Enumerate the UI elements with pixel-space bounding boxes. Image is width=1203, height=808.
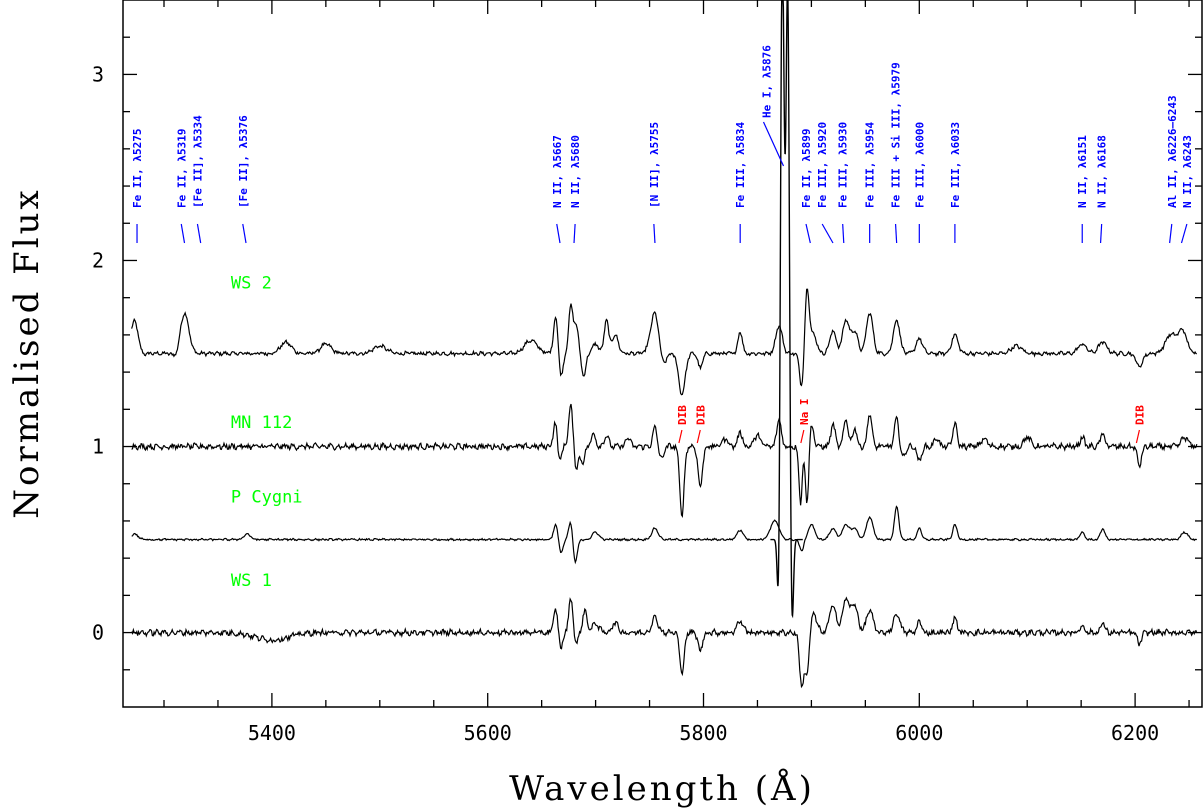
spectrum-line-p-cygni bbox=[131, 505, 1198, 565]
dib-marker bbox=[1135, 429, 1141, 444]
series-label-ws-2: WS 2 bbox=[231, 273, 272, 293]
line-id-label: Fe III, λ5834 bbox=[734, 122, 747, 208]
y-tick-label: 2 bbox=[92, 248, 104, 272]
x-tick-label: 5600 bbox=[464, 721, 512, 745]
spectrum-line-ws-2 bbox=[131, 288, 1198, 396]
line-id-marker bbox=[842, 223, 845, 244]
line-id-marker bbox=[894, 223, 898, 244]
ticks-layer: 5400 5600 5800 6000 6200 0 1 2 3 bbox=[92, 0, 1202, 745]
line-id-label: N II, λ6168 bbox=[1096, 135, 1109, 208]
series-label-p-cygni: P Cygni bbox=[231, 487, 303, 507]
spectra-layer bbox=[131, 0, 1198, 689]
x-axis-title: Wavelength (Å) bbox=[509, 768, 815, 808]
he-line-overlay bbox=[770, 0, 803, 616]
line-id-label: Fe II, λ5899 bbox=[800, 129, 813, 208]
line-id-marker bbox=[196, 223, 202, 244]
y-tick-label: 0 bbox=[92, 621, 104, 645]
y-axis-title: Normalised Flux bbox=[7, 187, 47, 518]
he-line-label: He I, λ5876 bbox=[761, 45, 774, 118]
line-id-label: Fe III + Si III, λ5979 bbox=[890, 62, 903, 208]
dib-label: DIB bbox=[1133, 405, 1146, 425]
series-label-ws-1: WS 1 bbox=[231, 571, 272, 591]
dib-marker bbox=[800, 429, 805, 444]
y-tick-label: 3 bbox=[92, 62, 104, 86]
line-id-marker bbox=[556, 223, 561, 244]
he-line-leader bbox=[762, 121, 785, 167]
line-id-marker bbox=[1169, 223, 1173, 244]
line-id-marker bbox=[653, 223, 656, 244]
x-tick-label: 6200 bbox=[1111, 721, 1159, 745]
x-tick-label: 5800 bbox=[679, 721, 727, 745]
line-id-label: Fe III, λ5930 bbox=[837, 122, 850, 208]
spectrum-line-ws-1 bbox=[131, 596, 1198, 689]
dib-label: DIB bbox=[676, 405, 689, 425]
line-id-marker bbox=[805, 223, 811, 244]
line-id-label: N II, λ5667 bbox=[551, 135, 564, 208]
x-tick-label: 6000 bbox=[895, 721, 943, 745]
dib-label: DIB bbox=[694, 405, 707, 425]
line-id-label: N II, λ6151 bbox=[1076, 135, 1089, 208]
line-id-marker bbox=[180, 223, 186, 244]
dib-marker bbox=[696, 429, 701, 444]
line-id-marker bbox=[573, 223, 576, 244]
line-id-marker bbox=[821, 223, 834, 244]
line-id-label: Fe III, λ6000 bbox=[913, 122, 926, 208]
series-label-mn-112: MN 112 bbox=[231, 413, 292, 433]
line-id-marker bbox=[242, 223, 247, 244]
x-tick-label: 5400 bbox=[248, 721, 296, 745]
line-id-label: N II, λ6243 bbox=[1181, 135, 1194, 208]
line-id-label: Fe II, λ5275 bbox=[131, 129, 144, 208]
line-id-label: [Fe II], λ5334 bbox=[191, 115, 204, 208]
dib-label: Na I bbox=[798, 399, 811, 426]
line-id-label: Fe III, λ5954 bbox=[864, 122, 877, 208]
line-id-marker bbox=[1099, 223, 1103, 244]
line-id-label: Al II, λ6226–6243 bbox=[1166, 95, 1179, 208]
line-id-marker bbox=[1180, 223, 1188, 244]
line-id-label: Fe III, λ5920 bbox=[816, 122, 829, 208]
line-id-label: Fe II, λ5319 bbox=[175, 129, 188, 208]
line-id-label: Fe III, λ6033 bbox=[949, 122, 962, 208]
y-tick-label: 1 bbox=[92, 435, 104, 459]
spectrum-line-mn-112 bbox=[131, 403, 1198, 518]
line-id-label: N II, λ5680 bbox=[569, 135, 582, 208]
line-id-label: [Fe II], λ5376 bbox=[237, 115, 250, 208]
labels-layer: WS 2 MN 112 P Cygni WS 1 Fe II, λ5275 Fe II, … bbox=[131, 45, 1194, 591]
line-id-label: [N II], λ5755 bbox=[648, 122, 661, 208]
plot-frame bbox=[122, 0, 1203, 708]
dib-marker bbox=[678, 429, 683, 444]
